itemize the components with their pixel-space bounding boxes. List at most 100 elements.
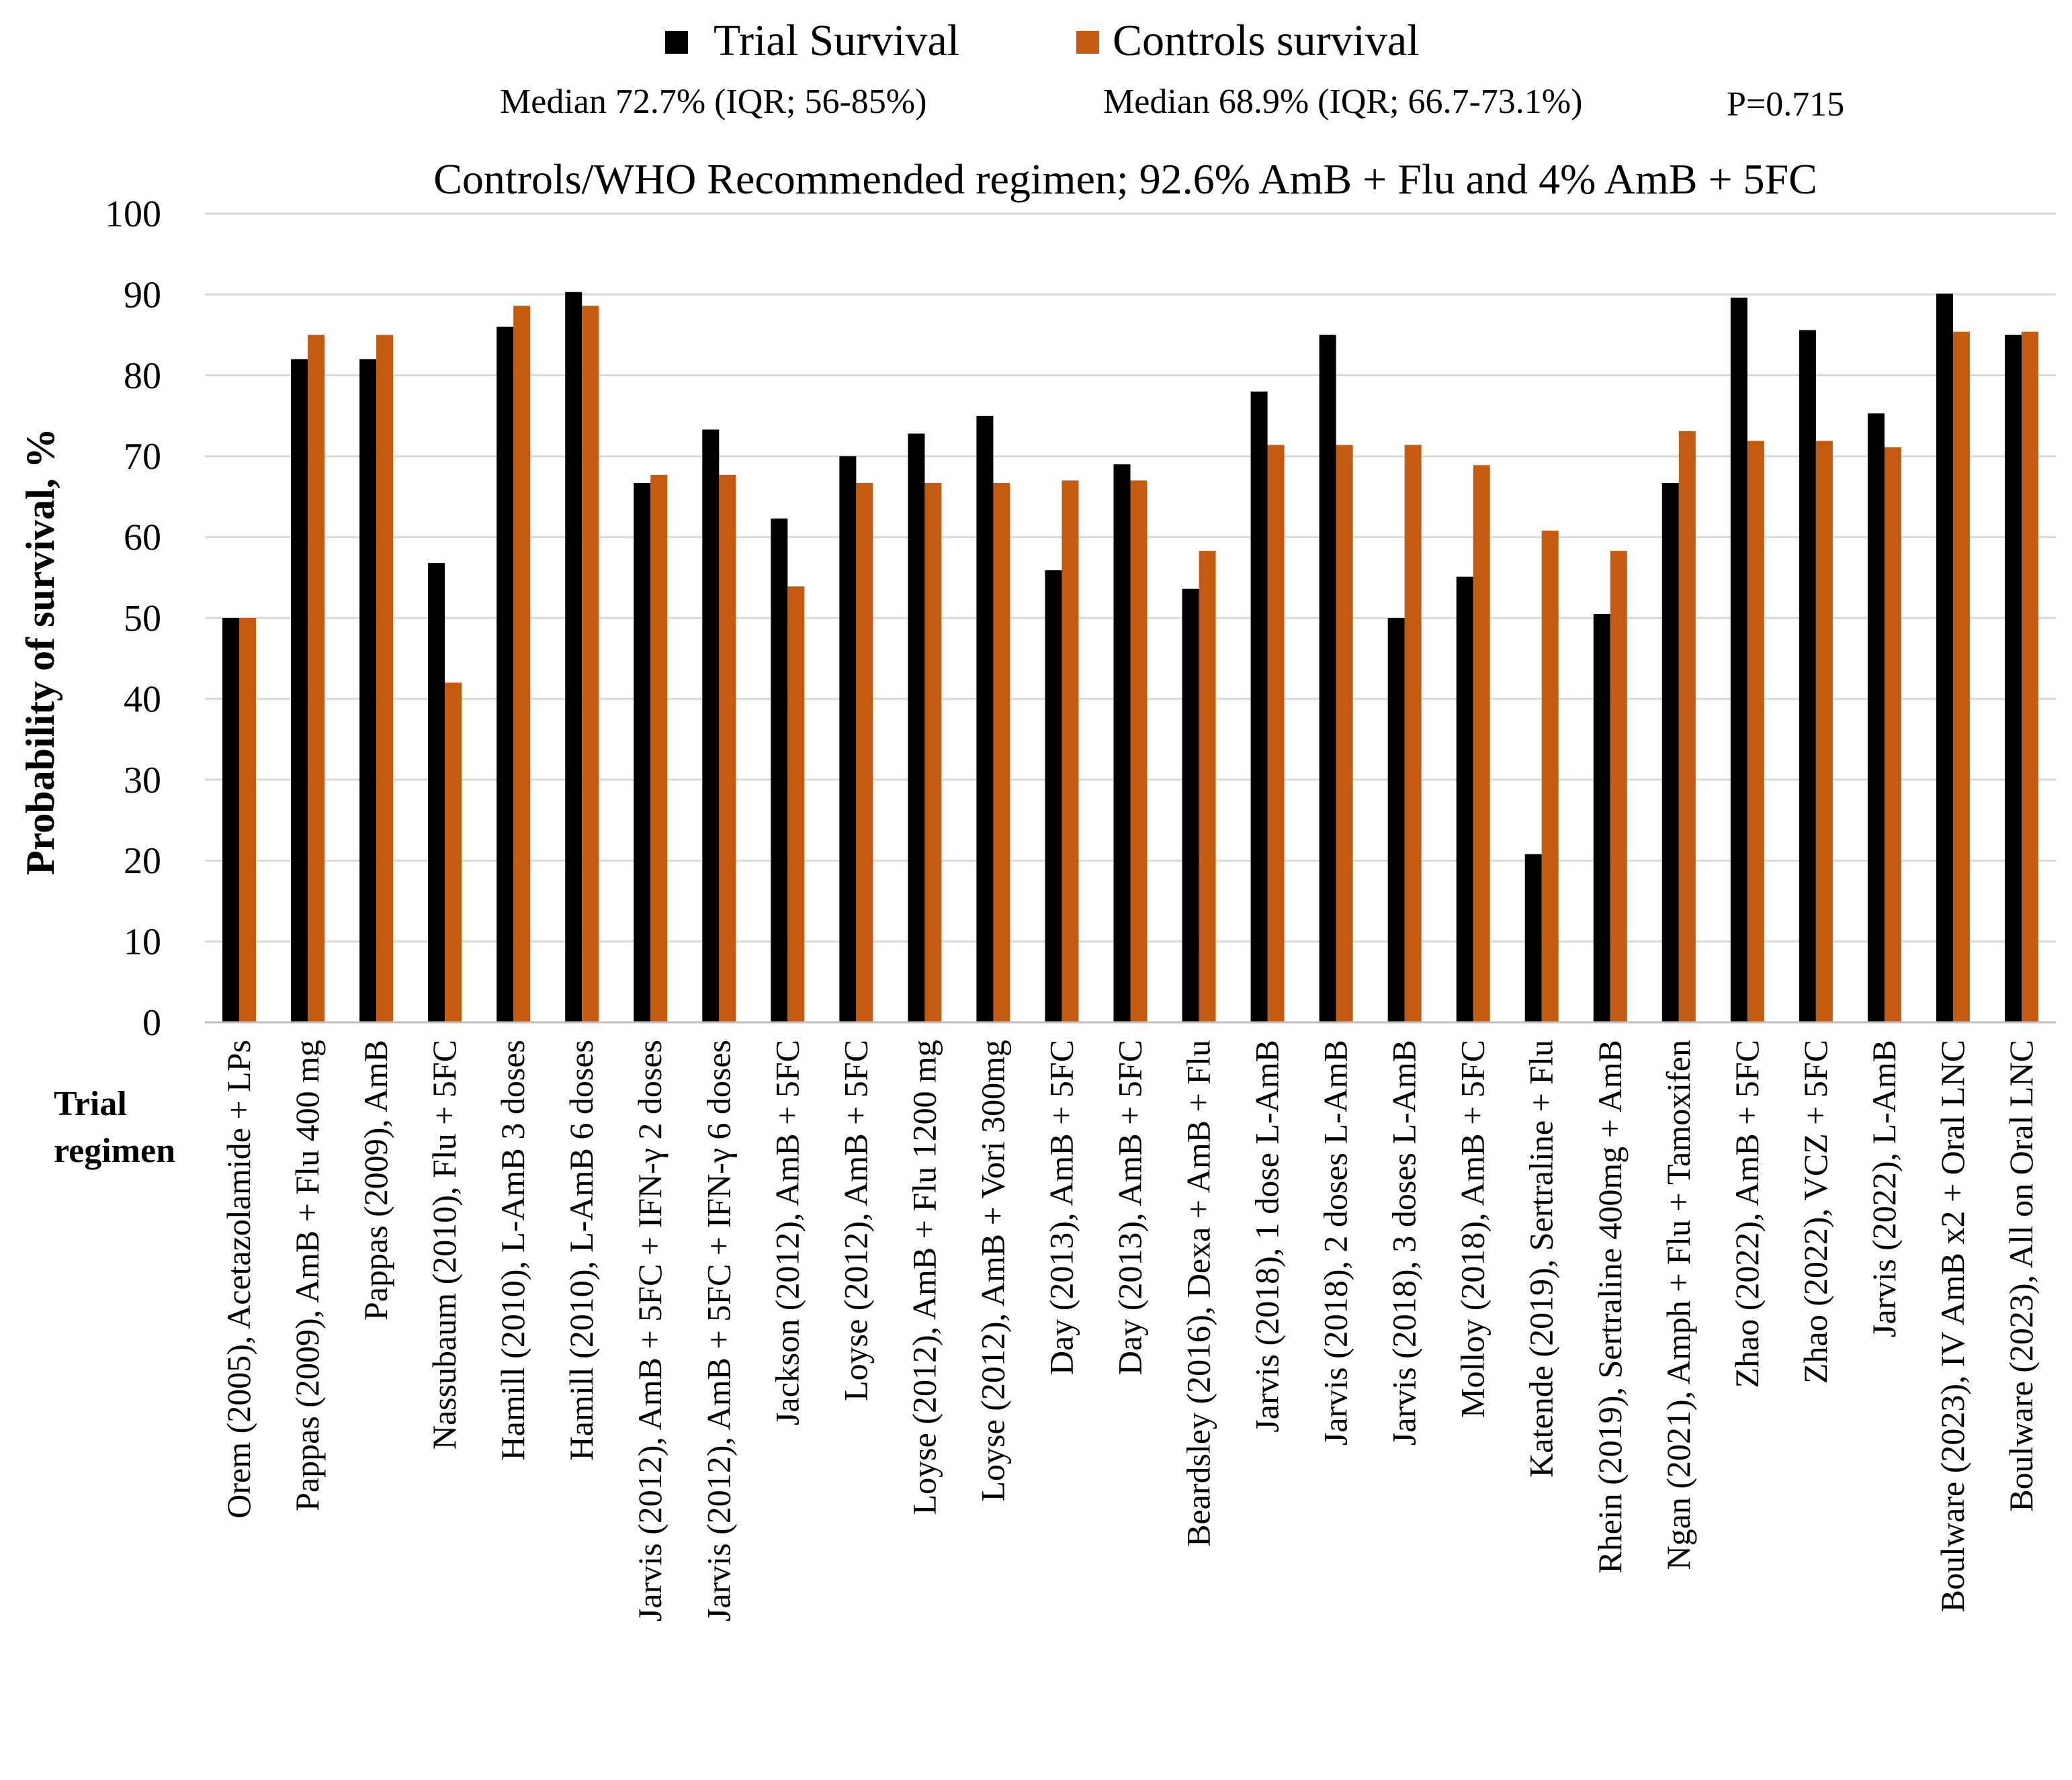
bar-trial-22 [1730,298,1747,1022]
bar-trial-3 [428,563,445,1022]
p-value-annotation: P=0.715 [1727,85,1844,124]
bar-controls-23 [1815,441,1833,1022]
category-label-22: Zhao (2022), AmB + 5FC [1728,1040,1766,1388]
bar-trial-24 [1867,413,1885,1022]
bar-trial-4 [497,326,514,1022]
category-label-25: Boulware (2023), IV AmB x2 + Oral LNC [1934,1040,1971,1612]
bar-controls-8 [787,586,805,1022]
category-label-8: Jackson (2012), AmB + 5FC [768,1040,806,1425]
bar-controls-20 [1610,551,1627,1022]
category-labels: Orem (2005), Acetazolamide + LPs Pappas (… [220,1040,2040,1621]
bar-trial-19 [1524,854,1542,1022]
y-tick-label-60: 60 [124,517,161,559]
legend-label-controls: Controls survival [1113,16,1420,65]
controls-median-annotation: Median 68.9% (IQR; 66.7-73.1%) [1103,83,1582,121]
bar-trial-25 [1936,294,1953,1022]
y-tick-label-50: 50 [124,598,161,639]
bar-controls-10 [924,482,942,1022]
category-label-12: Day (2013), AmB + 5FC [1042,1040,1080,1375]
bar-controls-14 [1199,551,1216,1022]
bar-trial-13 [1113,464,1131,1022]
chart-subtitle: Controls/WHO Recommended regimen; 92.6% … [433,155,1817,203]
y-tick-label-100: 100 [105,193,161,235]
category-label-24: Jarvis (2022), L-AmB [1865,1040,1903,1337]
category-label-9: Loyse (2012), AmB + 5FC [836,1040,874,1401]
bars [222,292,2038,1023]
bar-controls-25 [1952,331,1970,1023]
bar-controls-2 [376,335,394,1023]
y-axis-ticks: 0 10 20 30 40 50 60 70 80 90 100 [105,193,161,1044]
category-label-15: Jarvis (2018), 1 dose L-AmB [1248,1040,1286,1433]
category-label-0: Orem (2005), Acetazolamide + LPs [220,1040,257,1519]
bar-controls-24 [1884,447,1901,1022]
bar-controls-9 [856,482,873,1022]
bar-controls-15 [1267,445,1285,1022]
category-label-20: Rhein (2019), Sertraline 400mg + AmB [1591,1040,1629,1574]
bar-trial-1 [291,359,308,1022]
bar-controls-7 [719,474,736,1022]
legend-label-trial: Trial Survival [714,16,959,65]
category-label-21: Ngan (2021), Amph + Flu + Tamoxifen [1659,1040,1697,1570]
category-label-16: Jarvis (2018), 2 doses L-AmB [1317,1040,1354,1445]
y-tick-label-80: 80 [124,355,161,397]
bar-controls-22 [1747,441,1764,1022]
category-label-7: Jarvis (2012), AmB + 5FC + IFN-γ 6 doses [699,1040,737,1621]
bar-trial-26 [2004,335,2022,1023]
category-label-6: Jarvis (2012), AmB + 5FC + IFN-γ 2 doses [631,1040,668,1621]
y-tick-label-10: 10 [124,922,161,963]
bar-trial-0 [222,618,240,1022]
category-label-1: Pappas (2009), AmB + Flu 400 mg [288,1040,326,1511]
category-label-11: Loyse (2012), AmB + Vori 300mg [974,1040,1011,1501]
trial-median-annotation: Median 72.7% (IQR; 56-85%) [500,83,926,121]
bar-controls-11 [993,482,1010,1022]
category-label-19: Katende (2019), Sertraline + Flu [1522,1040,1560,1478]
bar-controls-21 [1678,431,1696,1022]
category-label-13: Day (2013), AmB + 5FC [1111,1040,1149,1375]
bar-controls-19 [1541,530,1559,1022]
category-label-4: Hamill (2010), L-AmB 3 doses [494,1040,531,1460]
bar-controls-13 [1130,480,1148,1022]
category-label-17: Jarvis (2018), 3 doses L-AmB [1385,1040,1423,1445]
bar-trial-5 [565,292,582,1023]
bar-controls-0 [239,618,257,1022]
y-tick-label-20: 20 [124,840,161,882]
category-label-3: Nassubaum (2010), Flu + 5FC [425,1040,463,1450]
legend: Trial Survival Controls survival [665,16,1420,65]
bar-controls-5 [582,306,599,1023]
bar-trial-17 [1387,618,1405,1022]
bar-controls-3 [445,682,462,1022]
bar-controls-26 [2021,331,2038,1023]
bar-trial-9 [839,456,857,1022]
legend-swatch-controls [1076,31,1099,54]
bar-trial-14 [1182,588,1199,1022]
category-label-23: Zhao (2022), VCZ + 5FC [1797,1040,1834,1384]
category-label-18: Molloy (2018), AmB + 5FC [1454,1040,1492,1418]
category-label-2: Pappas (2009), AmB [357,1040,394,1321]
bar-controls-4 [513,306,531,1023]
bar-trial-23 [1799,330,1816,1023]
bar-trial-20 [1593,613,1610,1022]
bar-trial-8 [771,518,788,1022]
bar-trial-18 [1456,576,1473,1022]
x-axis-label-line2: regimen [54,1132,175,1170]
bar-trial-10 [908,433,925,1022]
category-label-26: Boulware (2023), All on Oral LNC [2002,1040,2040,1512]
y-tick-label-40: 40 [124,678,161,720]
bar-controls-18 [1473,465,1490,1022]
category-label-5: Hamill (2010), L-AmB 6 doses [562,1040,600,1460]
y-tick-label-0: 0 [142,1002,161,1044]
category-label-14: Beardsley (2016), Dexa + AmB + Flu [1180,1040,1217,1547]
bar-trial-12 [1045,570,1062,1022]
x-axis-label-line1: Trial [54,1085,127,1123]
bar-trial-7 [702,429,720,1022]
bar-trial-6 [634,482,651,1022]
bar-trial-21 [1661,482,1679,1022]
bar-trial-16 [1319,335,1336,1023]
bar-trial-11 [976,416,994,1022]
y-tick-label-90: 90 [124,274,161,316]
bar-trial-15 [1250,391,1268,1022]
bar-controls-17 [1404,445,1422,1022]
y-tick-label-30: 30 [124,760,161,801]
legend-swatch-trial [665,31,688,54]
